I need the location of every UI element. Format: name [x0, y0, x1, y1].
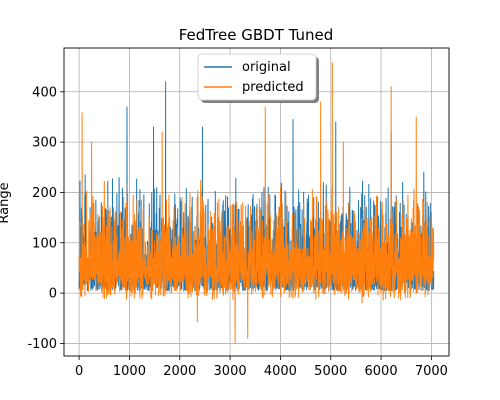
y-tick-label: 0: [49, 287, 57, 302]
x-tick-label: 6000: [365, 364, 398, 379]
y-tick-label: 100: [32, 236, 57, 251]
x-tick-label: 7000: [415, 364, 448, 379]
y-axis-label: Range: [0, 182, 12, 223]
y-tick-label: 400: [32, 85, 57, 100]
legend-label-predicted: predicted: [242, 80, 304, 95]
x-tick-label: 0: [75, 364, 83, 379]
x-tick-label: 1000: [113, 364, 146, 379]
plot-area: [78, 62, 435, 344]
y-tick-label: 200: [32, 186, 57, 201]
series-line-predicted: [78, 62, 435, 344]
y-tick-label: 300: [32, 136, 57, 151]
x-tick-label: 5000: [314, 364, 347, 379]
x-axis: 0 1000 2000 3000 4000 5000 6000 7000: [75, 356, 448, 379]
chart-title: FedTree GBDT Tuned: [179, 26, 334, 44]
plot-frame: [63, 47, 450, 357]
legend-box: [197, 53, 317, 101]
legend-label-original: original: [242, 60, 291, 75]
x-tick-label: 2000: [163, 364, 196, 379]
legend: original predicted: [197, 53, 319, 103]
y-tick-label: -100: [27, 337, 57, 352]
y-axis: -100 0 100 200 300 400: [27, 85, 64, 352]
x-tick-label: 4000: [264, 364, 297, 379]
x-tick-label: 3000: [214, 364, 247, 379]
